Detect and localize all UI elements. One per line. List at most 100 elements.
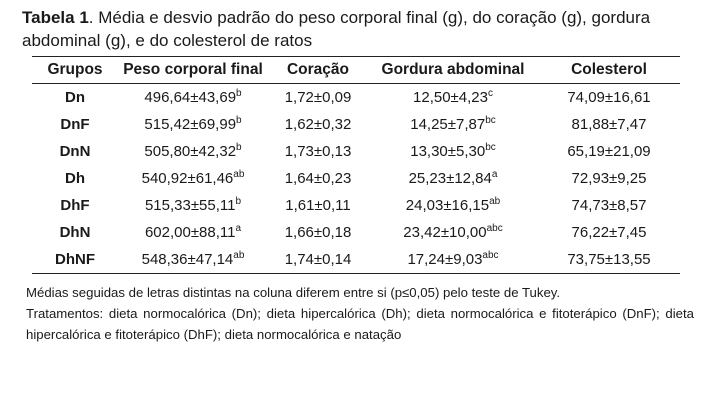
cell-colesterol-value: 73,75±13,55 bbox=[567, 251, 651, 268]
cell-gordura-value: 24,03±16,15 bbox=[405, 197, 490, 214]
cell-coracao-value: 1,61±0,11 bbox=[285, 197, 351, 214]
cell-colesterol-value: 76,22±7,45 bbox=[571, 224, 647, 241]
cell-gordura-value: 17,24±9,03 bbox=[407, 251, 483, 268]
cell-gordura-superscript: abc bbox=[486, 223, 503, 234]
cell-coracao-value: 1,73±0,13 bbox=[284, 143, 352, 160]
cell-gordura-superscript: a bbox=[491, 169, 498, 180]
caption-label: Tabela 1 bbox=[22, 8, 89, 27]
cell-colesterol-value: 72,93±9,25 bbox=[571, 170, 647, 187]
cell-gordura: 13,30±5,30bc bbox=[368, 138, 538, 165]
cell-colesterol: 74,73±8,57 bbox=[538, 192, 680, 219]
header-colesterol: Colesterol bbox=[571, 61, 647, 78]
cell-peso: 496,64±43,69b bbox=[118, 84, 268, 112]
cell-peso: 505,80±42,32b bbox=[118, 138, 268, 165]
cell-colesterol: 73,75±13,55 bbox=[538, 246, 680, 274]
results-table: Grupos Peso corporal final Coração Gordu… bbox=[32, 56, 680, 274]
cell-peso-superscript: b bbox=[236, 142, 242, 153]
cell-coracao: 1,61±0,11 bbox=[268, 192, 368, 219]
cell-peso-superscript: ab bbox=[233, 250, 245, 261]
cell-coracao-value: 1,64±0,23 bbox=[284, 170, 352, 187]
cell-peso: 548,36±47,14ab bbox=[118, 246, 268, 274]
cell-peso-value: 540,92±61,46 bbox=[141, 170, 234, 187]
cell-grupo: DnN bbox=[32, 138, 118, 165]
cell-peso-value: 496,64±43,69 bbox=[144, 89, 237, 106]
table-row: DnF 515,42±69,99b 1,62±0,32 14,25±7,87bc 81,… bbox=[32, 111, 680, 138]
cell-colesterol: 74,09±16,61 bbox=[538, 84, 680, 112]
cell-coracao: 1,72±0,09 bbox=[268, 84, 368, 112]
cell-gordura-superscript: bc bbox=[485, 115, 496, 126]
cell-coracao-value: 1,74±0,14 bbox=[284, 251, 352, 268]
cell-grupo-value: DnF bbox=[60, 116, 90, 133]
cell-grupo-value: DhN bbox=[59, 224, 91, 241]
footnote-line-2: Tratamentos: dieta normocalórica (Dn); d… bbox=[26, 306, 694, 342]
cell-gordura-superscript: abc bbox=[482, 250, 499, 261]
cell-coracao: 1,62±0,32 bbox=[268, 111, 368, 138]
footnote: Médias seguidas de letras distintas na c… bbox=[26, 282, 694, 345]
cell-gordura-superscript: ab bbox=[489, 196, 501, 207]
table-row: Dn 496,64±43,69b 1,72±0,09 12,50±4,23c 74,09… bbox=[32, 84, 680, 112]
cell-grupo: DhNF bbox=[32, 246, 118, 274]
table-row: DhN 602,00±88,11a 1,66±0,18 23,42±10,00abc 7… bbox=[32, 219, 680, 246]
cell-gordura: 24,03±16,15ab bbox=[368, 192, 538, 219]
cell-colesterol-value: 81,88±7,47 bbox=[571, 116, 647, 133]
cell-colesterol-value: 74,73±8,57 bbox=[571, 197, 647, 214]
cell-grupo-value: DhNF bbox=[55, 251, 95, 268]
header-gordura: Gordura abdominal bbox=[381, 61, 525, 78]
cell-gordura-value: 23,42±10,00 bbox=[403, 224, 487, 241]
table-caption: Tabela 1. Média e desvio padrão do peso … bbox=[22, 6, 699, 52]
cell-gordura-value: 25,23±12,84 bbox=[408, 170, 492, 187]
cell-peso-value: 515,42±69,99 bbox=[144, 116, 237, 133]
footnote-line-1: Médias seguidas de letras distintas na c… bbox=[26, 285, 561, 300]
cell-coracao: 1,74±0,14 bbox=[268, 246, 368, 274]
cell-gordura-value: 14,25±7,87 bbox=[410, 116, 486, 133]
cell-grupo-value: Dn bbox=[65, 89, 85, 106]
cell-coracao: 1,73±0,13 bbox=[268, 138, 368, 165]
header-coracao: Coração bbox=[286, 61, 350, 78]
cell-peso: 540,92±61,46ab bbox=[118, 165, 268, 192]
cell-grupo: DhN bbox=[32, 219, 118, 246]
cell-peso-superscript: ab bbox=[233, 169, 245, 180]
cell-grupo: Dn bbox=[32, 84, 118, 112]
cell-peso: 515,33±55,11b bbox=[118, 192, 268, 219]
cell-coracao-value: 1,66±0,18 bbox=[284, 224, 352, 241]
cell-coracao-value: 1,62±0,32 bbox=[284, 116, 352, 133]
header-grupos: Grupos bbox=[47, 61, 103, 78]
cell-gordura: 14,25±7,87bc bbox=[368, 111, 538, 138]
cell-colesterol-value: 65,19±21,09 bbox=[567, 143, 651, 160]
cell-peso: 515,42±69,99b bbox=[118, 111, 268, 138]
header-row: Grupos Peso corporal final Coração Gordu… bbox=[32, 56, 680, 84]
cell-colesterol: 65,19±21,09 bbox=[538, 138, 680, 165]
cell-colesterol-value: 74,09±16,61 bbox=[567, 89, 651, 106]
cell-peso-superscript: a bbox=[235, 223, 242, 234]
header-peso: Peso corporal final bbox=[123, 61, 263, 78]
cell-coracao-value: 1,72±0,09 bbox=[284, 89, 352, 106]
cell-gordura: 23,42±10,00abc bbox=[368, 219, 538, 246]
cell-peso: 602,00±88,11a bbox=[118, 219, 268, 246]
cell-gordura: 12,50±4,23c bbox=[368, 84, 538, 112]
cell-colesterol: 81,88±7,47 bbox=[538, 111, 680, 138]
cell-grupo-value: Dh bbox=[65, 170, 85, 187]
cell-grupo: DnF bbox=[32, 111, 118, 138]
cell-grupo-value: DnN bbox=[59, 143, 91, 160]
cell-grupo: Dh bbox=[32, 165, 118, 192]
table-row: Dh 540,92±61,46ab 1,64±0,23 25,23±12,84a 72,… bbox=[32, 165, 680, 192]
cell-gordura: 25,23±12,84a bbox=[368, 165, 538, 192]
cell-grupo: DhF bbox=[32, 192, 118, 219]
cell-peso-superscript: b bbox=[236, 88, 242, 99]
cell-gordura-value: 12,50±4,23 bbox=[413, 89, 488, 106]
cell-coracao: 1,64±0,23 bbox=[268, 165, 368, 192]
cell-grupo-value: DhF bbox=[60, 197, 90, 214]
cell-peso-superscript: b bbox=[235, 196, 242, 207]
table-row: DnN 505,80±42,32b 1,73±0,13 13,30±5,30bc 65,… bbox=[32, 138, 680, 165]
cell-peso-value: 515,33±55,11 bbox=[144, 197, 236, 214]
cell-colesterol: 72,93±9,25 bbox=[538, 165, 680, 192]
cell-coracao: 1,66±0,18 bbox=[268, 219, 368, 246]
table-body: Dn 496,64±43,69b 1,72±0,09 12,50±4,23c 74,09… bbox=[32, 84, 680, 274]
table-row: DhF 515,33±55,11b 1,61±0,11 24,03±16,15ab 74… bbox=[32, 192, 680, 219]
cell-gordura-superscript: bc bbox=[485, 142, 496, 153]
caption-text: . Média e desvio padrão do peso corporal… bbox=[22, 8, 651, 50]
cell-gordura: 17,24±9,03abc bbox=[368, 246, 538, 274]
cell-peso-value: 505,80±42,32 bbox=[144, 143, 237, 160]
cell-colesterol: 76,22±7,45 bbox=[538, 219, 680, 246]
